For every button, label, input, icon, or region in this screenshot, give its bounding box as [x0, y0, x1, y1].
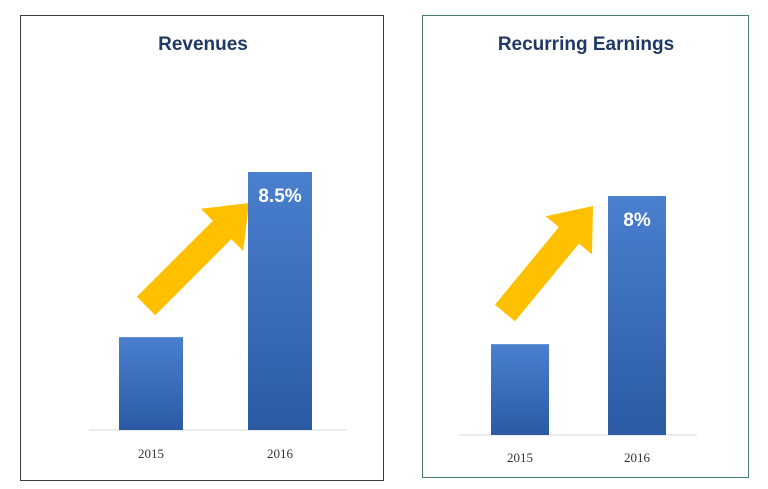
x-tick-label: 2015 — [138, 446, 164, 461]
chart-title: Recurring Earnings — [498, 34, 674, 55]
revenues-plot-area: 2015 2016 8.5% — [89, 172, 347, 461]
recurring-earnings-plot-area: 2015 2016 8% — [459, 196, 697, 465]
revenues-chart: Revenues 2015 2016 8.5% — [89, 34, 347, 461]
recurring-earnings-chart: Recurring Earnings 2015 2016 8% — [459, 34, 697, 465]
bar-2015 — [491, 344, 549, 435]
x-tick-label: 2016 — [267, 446, 294, 461]
arrow-up-right-icon — [495, 206, 593, 322]
arrow-up-right-icon — [136, 203, 249, 316]
bar-2016 — [248, 172, 312, 430]
x-tick-label: 2015 — [507, 450, 533, 465]
revenues-chart-panel: Revenues 2015 2016 8.5% — [20, 15, 384, 481]
x-tick-label: 2016 — [624, 450, 651, 465]
chart-title: Revenues — [158, 34, 248, 55]
recurring-earnings-chart-panel: Recurring Earnings 2015 2016 8% — [422, 15, 749, 478]
bar-2016 — [608, 196, 666, 435]
data-label: 8.5% — [258, 186, 301, 207]
bar-2015 — [119, 337, 183, 430]
data-label: 8% — [623, 210, 651, 231]
